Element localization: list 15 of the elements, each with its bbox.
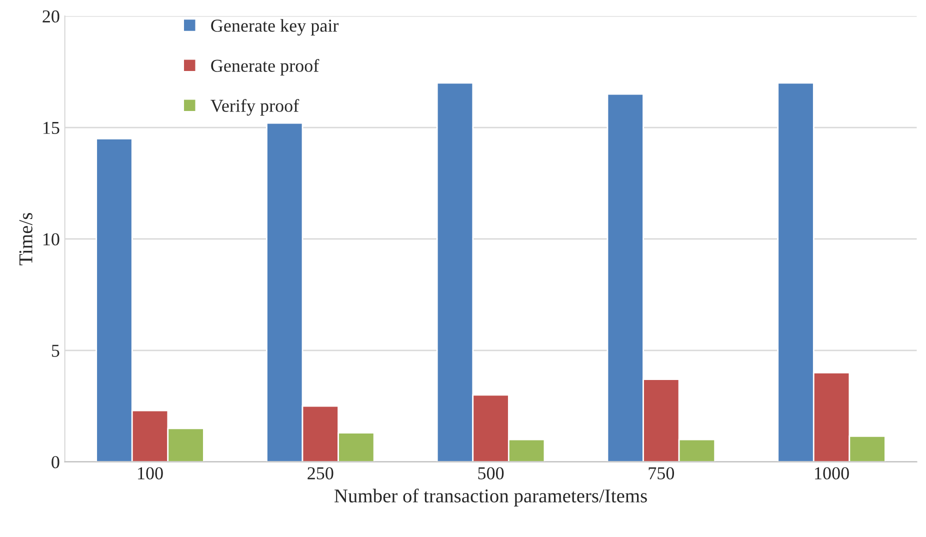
x-tick-label: 750 xyxy=(648,467,674,480)
y-tick-label: 20 xyxy=(42,10,60,23)
y-axis-title: Time/s xyxy=(19,213,32,266)
x-tick-label: 100 xyxy=(138,467,163,480)
y-tick-label: 15 xyxy=(43,122,60,134)
x-tick-label: 1000 xyxy=(815,467,849,480)
legend-label: Verify proof xyxy=(210,99,300,116)
y-tick-label: 10 xyxy=(43,233,60,246)
x-axis-title: Number of transaction parameters/Items xyxy=(334,488,647,506)
legend-label: Generate proof xyxy=(211,58,320,76)
y-tick-label: 0 xyxy=(52,456,60,468)
x-tick-label: 500 xyxy=(478,467,504,480)
x-tick-label: 250 xyxy=(308,467,334,480)
y-tick-label: 5 xyxy=(52,344,60,357)
legend-label: Generate key pair xyxy=(211,19,339,36)
